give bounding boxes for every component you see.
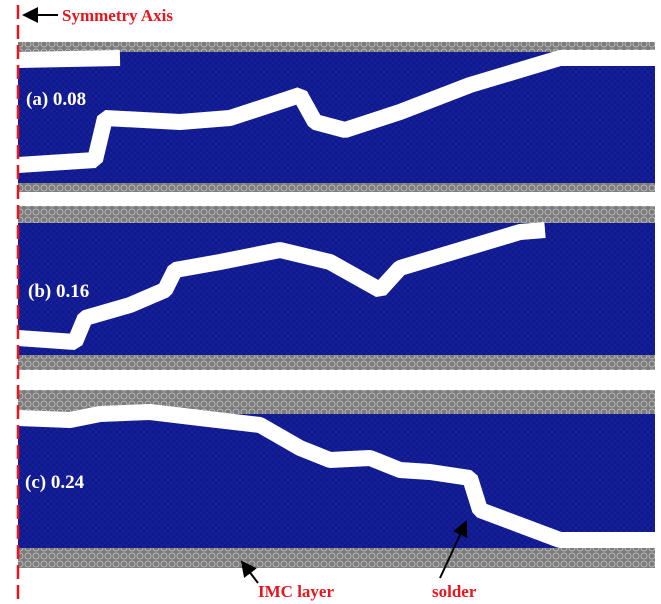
figure: Symmetry Axis (a) 0.08 (b) 0.16 (c) 0.24… xyxy=(0,0,661,604)
panel-label: (b) 0.16 xyxy=(28,281,89,302)
solder-label: solder xyxy=(432,582,477,601)
axis-label: Symmetry Axis xyxy=(62,6,173,25)
panel-label: (c) 0.24 xyxy=(25,472,85,493)
panel-c xyxy=(18,390,655,568)
panel-a xyxy=(18,42,655,192)
panel-b xyxy=(18,206,655,370)
imc-label: IMC layer xyxy=(258,582,334,601)
panel-label: (a) 0.08 xyxy=(26,89,86,110)
